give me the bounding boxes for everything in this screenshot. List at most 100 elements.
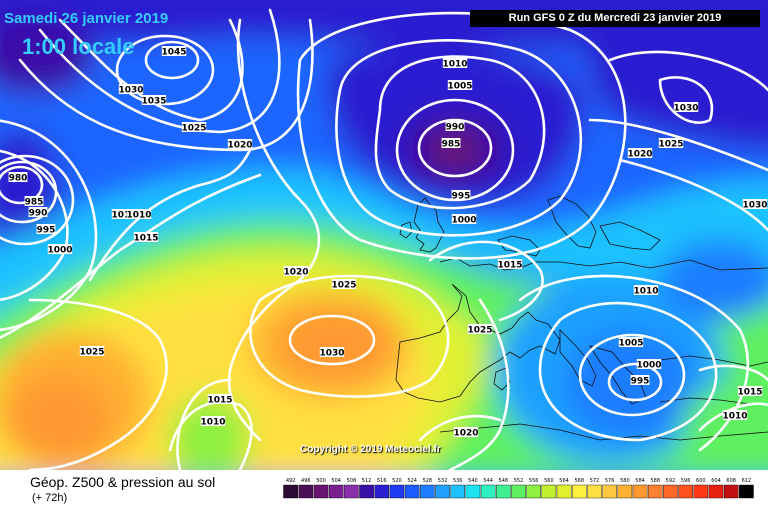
scale-swatch — [556, 484, 572, 499]
isobar-label: 1010 — [442, 60, 467, 70]
isobar-label-bg — [283, 266, 309, 276]
isobar-label-bg — [737, 386, 763, 396]
scale-label: 492 — [286, 478, 296, 484]
isobar-label-bg — [118, 84, 144, 94]
scale-label: 500 — [316, 478, 326, 484]
isobar-label: 1030 — [742, 201, 767, 211]
isobar-label: 1020 — [227, 141, 252, 151]
isobar-label-bg — [467, 324, 493, 334]
isobar-label: 980 — [9, 174, 28, 184]
scale-label: 600 — [696, 478, 706, 484]
scale-swatch — [359, 484, 374, 499]
scale-swatch — [663, 484, 678, 499]
isobar-label-bg — [633, 285, 659, 295]
scale-swatch — [526, 484, 541, 499]
scale-swatch — [298, 484, 314, 499]
isobar-label-bg — [447, 80, 473, 90]
isobar-label-bg — [47, 244, 73, 254]
isobar-label-bg — [8, 172, 28, 182]
isobar-label: 1020 — [627, 150, 652, 160]
scale-label: 592 — [666, 478, 676, 484]
isobar-label: 1010 — [200, 418, 225, 428]
isobar-label-bg — [658, 138, 684, 148]
scale-label: 508 — [347, 478, 357, 484]
scale-label: 604 — [711, 478, 721, 484]
scale-swatch — [480, 484, 496, 499]
product-title: Géop. Z500 & pression au sol — [30, 474, 216, 490]
isobar-label: 1015 — [133, 234, 158, 244]
isobar-label-bg — [28, 207, 48, 217]
isobar-label-bg — [319, 347, 345, 357]
isobar-label: 995 — [452, 192, 471, 202]
scale-label: 528 — [423, 478, 433, 484]
isobar-label: 1025 — [181, 124, 206, 134]
scale-label: 552 — [514, 478, 524, 484]
isobar-label-bg — [722, 410, 748, 420]
isobar-label-bg — [618, 337, 644, 347]
copyright: Copyright © 2019 Meteociel.fr — [300, 444, 441, 455]
scale-swatch — [602, 484, 617, 499]
scale-swatch — [723, 484, 739, 499]
scale-swatch — [632, 484, 648, 499]
isobar-label: 1025 — [658, 140, 683, 150]
isobar-label: 1025 — [331, 281, 356, 291]
scale-swatch — [511, 484, 526, 499]
isobar-label: 1010 — [722, 412, 747, 422]
scale-label: 584 — [635, 478, 645, 484]
isobar-label: 1015 — [737, 388, 762, 398]
scale-label: 596 — [681, 478, 691, 484]
isobar-label-bg — [636, 359, 662, 369]
isobar-label-bg — [200, 416, 226, 426]
isobar-label: 995 — [631, 377, 650, 387]
isobar-label: 1025 — [467, 326, 492, 336]
scale-label: 520 — [392, 478, 402, 484]
scale-label: 532 — [438, 478, 448, 484]
isobar-labels: 1045103010351025102098098599099510001010… — [8, 46, 768, 439]
isobar-label: 1030 — [673, 104, 698, 114]
isobar-label: 1005 — [447, 82, 472, 92]
isobar-label: 1030 — [118, 86, 143, 96]
isobar-label-bg — [497, 259, 523, 269]
isobar-label-bg — [181, 122, 207, 132]
scale-swatch — [420, 484, 435, 499]
footer-bar: Géop. Z500 & pression au sol (+ 72h) 492… — [0, 470, 768, 512]
scale-label: 608 — [726, 478, 736, 484]
run-info: Run GFS 0 Z du Mercredi 23 janvier 2019 — [470, 10, 760, 27]
isobar-label: 985 — [25, 198, 44, 208]
isobar-label-bg — [627, 148, 653, 158]
isobar-label-bg — [111, 209, 137, 219]
isobar-label: 1005 — [618, 339, 643, 349]
isobar-label-bg — [79, 346, 105, 356]
scale-swatch — [587, 484, 602, 499]
scale-swatch — [313, 484, 329, 499]
isobar-label: 990 — [446, 123, 465, 133]
scale-label: 560 — [544, 478, 554, 484]
isobar-label-bg — [133, 232, 159, 242]
isobar-label: 1020 — [453, 429, 478, 439]
isobar-label: 1035 — [141, 97, 166, 107]
isobar-label: 1000 — [451, 216, 476, 226]
isobar-label: 1015 — [207, 396, 232, 406]
scale-label: 540 — [468, 478, 478, 484]
scale-swatch — [571, 484, 587, 499]
isobars — [0, 8, 768, 470]
scale-label: 544 — [483, 478, 493, 484]
isobar-label-bg — [227, 139, 253, 149]
isobar-label-bg — [442, 58, 468, 68]
scale-label: 496 — [301, 478, 311, 484]
isobar-label: 985 — [442, 140, 461, 150]
scale-swatch — [496, 484, 511, 499]
scale-label: 548 — [499, 478, 509, 484]
scale-label: 572 — [590, 478, 600, 484]
scale-label: 512 — [362, 478, 372, 484]
scale-label: 564 — [559, 478, 569, 484]
isobar-label: 1020 — [283, 268, 308, 278]
scale-swatch — [739, 484, 754, 499]
scale-label: 556 — [529, 478, 539, 484]
scale-swatch — [344, 484, 359, 499]
isobar-label-bg — [36, 224, 56, 234]
scale-label: 504 — [331, 478, 341, 484]
scale-label: 568 — [575, 478, 585, 484]
isobar-label: 1030 — [319, 349, 344, 359]
scale-label: 580 — [620, 478, 630, 484]
